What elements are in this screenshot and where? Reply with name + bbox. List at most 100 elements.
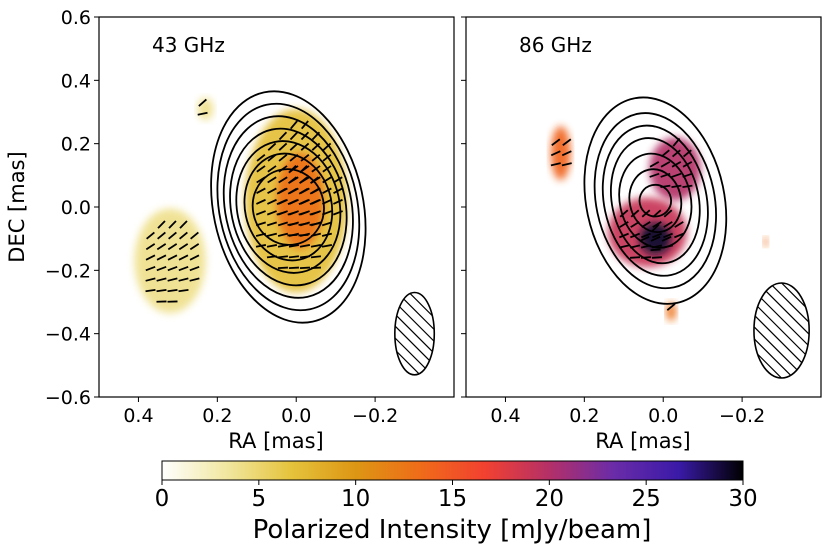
x-tick-label: 0.2 xyxy=(569,405,599,427)
evpa-tick xyxy=(157,220,166,229)
evpa-tick xyxy=(650,235,661,242)
x-tick-label: −0.2 xyxy=(352,405,398,427)
evpa-tick xyxy=(157,231,166,240)
beam-ellipse xyxy=(753,282,810,379)
beam-hatch xyxy=(753,283,810,378)
beam-hatch xyxy=(424,292,435,375)
polarized-region xyxy=(666,302,677,321)
evpa-tick xyxy=(550,162,561,167)
evpa-tick xyxy=(179,231,188,240)
evpa-tick xyxy=(666,303,676,311)
evpa-tick xyxy=(309,187,320,195)
evpa-tick xyxy=(276,187,287,195)
panel-86ghz: 86 GHz 0.4 0.2 0.0 −0.2 RA [mas] xyxy=(461,16,822,453)
evpa-tick xyxy=(189,277,200,282)
polarized-region xyxy=(134,208,206,314)
x-tick-label: 0.0 xyxy=(281,405,311,427)
intensity-contour xyxy=(235,140,342,274)
evpa-tick xyxy=(167,265,178,272)
evpa-tick xyxy=(146,231,155,240)
intensity-contour xyxy=(609,137,701,265)
evpa-tick xyxy=(276,210,287,216)
evpa-tick xyxy=(630,209,640,218)
beam-ellipse xyxy=(394,291,436,376)
evpa-tick xyxy=(298,210,309,216)
evpa-tick xyxy=(156,289,167,293)
evpa-tick xyxy=(277,221,288,227)
evpa-tick xyxy=(267,198,277,205)
evpa-tick xyxy=(266,244,278,248)
evpa-tick xyxy=(561,162,572,167)
evpa-tick xyxy=(663,221,673,228)
evpa-tick xyxy=(156,243,167,251)
evpa-tick xyxy=(278,176,288,184)
colorbar-tick-label: 25 xyxy=(632,486,661,512)
evpa-tick xyxy=(650,248,661,252)
evpa-tick xyxy=(299,176,308,184)
evpa-tick xyxy=(290,120,298,130)
evpa-tick xyxy=(168,220,177,229)
x-tick-label: 0.4 xyxy=(123,405,153,427)
evpa-tick xyxy=(145,289,156,293)
evpa-tick xyxy=(619,209,629,218)
evpa-tick xyxy=(178,289,189,293)
evpa-tick xyxy=(672,149,681,158)
evpa-tick xyxy=(309,199,320,206)
intensity-contour xyxy=(593,112,717,290)
evpa-tick xyxy=(178,243,189,251)
evpa-tick xyxy=(167,243,178,251)
evpa-tick xyxy=(277,255,289,259)
evpa-tick xyxy=(651,223,660,233)
evpa-tick xyxy=(288,176,297,184)
evpa-tick xyxy=(287,210,298,216)
evpa-tick xyxy=(310,244,322,248)
evpa-tick xyxy=(652,232,662,239)
evpa-tick xyxy=(300,153,310,162)
y-tick-label: 0.4 xyxy=(61,70,91,92)
beam-hatch xyxy=(394,292,435,375)
evpa-tick xyxy=(287,199,298,206)
evpa-tick xyxy=(267,187,277,194)
polarized-region xyxy=(550,126,571,181)
intensity-contour xyxy=(222,115,354,299)
beam-hatch xyxy=(763,283,810,378)
evpa-tick xyxy=(629,256,641,259)
x-axis-title-86ghz: RA [mas] xyxy=(595,429,690,453)
evpa-tick xyxy=(562,138,572,146)
evpa-tick xyxy=(178,265,189,272)
evpa-tick xyxy=(649,172,660,178)
evpa-tick xyxy=(671,161,682,168)
evpa-tick xyxy=(663,209,673,218)
y-axis-ticks: 0.6 0.4 0.2 0.0 −0.2 −0.4 −0.6 xyxy=(45,7,99,409)
evpa-tick xyxy=(321,244,333,248)
intensity-contour xyxy=(216,102,361,312)
evpa-tick xyxy=(278,153,288,162)
intensity-contour xyxy=(243,152,334,262)
beam-hatch xyxy=(394,292,435,375)
colorbar-tick-label: 5 xyxy=(252,486,267,512)
evpa-tick xyxy=(322,187,332,194)
colorbar-title: Polarized Intensity [mJy/beam] xyxy=(253,515,652,545)
panel-43ghz-label: 43 GHz xyxy=(152,33,225,57)
evpa-tick xyxy=(167,277,178,282)
intensity-contour xyxy=(638,183,673,218)
evpa-tick xyxy=(671,172,682,178)
evpa-tick xyxy=(167,289,178,293)
intensity-contour xyxy=(628,168,683,233)
beam-hatch xyxy=(753,283,800,378)
evpa-tick xyxy=(189,254,200,261)
x-tick-label: 0.2 xyxy=(202,405,232,427)
evpa-tick xyxy=(289,142,299,151)
evpa-tick xyxy=(651,256,663,259)
evpa-tick xyxy=(156,277,167,282)
evpa-tick xyxy=(298,187,309,195)
evpa-tick xyxy=(322,153,332,162)
evpa-tick xyxy=(168,231,177,240)
evpa-tick xyxy=(661,235,672,242)
colorbar-tick-label: 30 xyxy=(728,486,757,512)
evpa-tick xyxy=(256,198,266,205)
evpa-tick xyxy=(641,232,651,239)
evpa-tick xyxy=(167,254,178,261)
panel-86ghz-label: 86 GHz xyxy=(519,33,592,57)
evpa-tick xyxy=(298,222,309,226)
